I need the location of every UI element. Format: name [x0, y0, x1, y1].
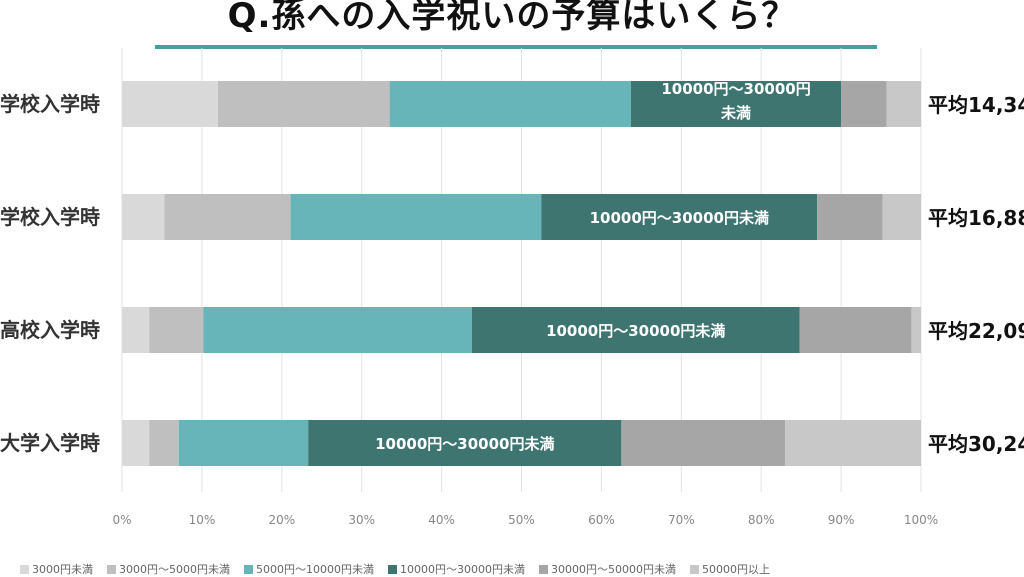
- bar-segment: [541, 194, 818, 240]
- bar-segment: [122, 81, 218, 127]
- legend-item: 10000円～30000円未満: [388, 561, 525, 577]
- category-label: 大学入学時: [0, 431, 100, 455]
- category-label: 学校入学時: [0, 205, 100, 229]
- average-label: 平均22,09: [928, 319, 1024, 343]
- bar-segment: [389, 81, 631, 127]
- x-tick-label: 10%: [189, 513, 216, 527]
- bar-segment: [817, 194, 883, 240]
- bar-segment: [149, 307, 204, 353]
- bar-segment: [164, 194, 291, 240]
- legend-label: 30000円～50000円未満: [551, 563, 676, 576]
- x-tick-label: 80%: [748, 513, 775, 527]
- bar-segment: [178, 420, 309, 466]
- bar-segment: [203, 307, 472, 353]
- x-tick-label: 90%: [828, 513, 855, 527]
- bar-segment: [149, 420, 179, 466]
- x-tick-label: 100%: [904, 513, 938, 527]
- category-label: 学校入学時: [0, 92, 100, 116]
- bar-segment: [886, 81, 921, 127]
- legend-swatch: [20, 564, 29, 574]
- legend-swatch: [244, 564, 253, 574]
- x-tick-label: 50%: [508, 513, 535, 527]
- chart-title: Q.孫への入学祝いの予算はいくら？: [227, 0, 797, 36]
- bar-segment: [911, 307, 921, 353]
- legend-label: 3000円未満: [32, 563, 93, 576]
- bar-segment: [841, 81, 887, 127]
- segment-data-label: 10000円～30000円未満: [546, 322, 725, 340]
- legend-label: 10000円～30000円未満: [400, 563, 525, 576]
- bar-segment: [122, 194, 165, 240]
- bar-segment: [308, 420, 622, 466]
- bar-segment: [290, 194, 542, 240]
- legend-swatch: [690, 564, 699, 574]
- average-label: 平均16,88: [928, 206, 1024, 230]
- legend-item: 3000円未満: [20, 561, 93, 577]
- x-tick-label: 30%: [348, 513, 375, 527]
- segment-data-label: 10000円～30000円未満: [375, 435, 554, 453]
- x-tick-label: 40%: [428, 513, 455, 527]
- segment-data-label: 10000円～30000円未満: [590, 209, 769, 227]
- bar-segment: [122, 307, 150, 353]
- segment-data-label: 未満: [720, 104, 751, 122]
- bar-segment: [621, 420, 786, 466]
- legend-item: 30000円～50000円未満: [539, 561, 676, 577]
- bar-segment: [630, 81, 842, 127]
- legend-item: 3000円～5000円未満: [107, 561, 230, 577]
- bar-segment: [122, 420, 150, 466]
- bar-segment: [471, 307, 800, 353]
- average-label: 平均14,34: [928, 93, 1024, 117]
- legend-swatch: [539, 564, 548, 574]
- category-label: 高校入学時: [0, 318, 100, 342]
- x-tick-label: 20%: [268, 513, 295, 527]
- legend-item: 50000円以上: [690, 561, 770, 577]
- x-tick-label: 0%: [112, 513, 131, 527]
- legend-label: 3000円～5000円未満: [119, 563, 230, 576]
- legend-swatch: [107, 564, 116, 574]
- legend-label: 50000円以上: [702, 563, 770, 576]
- bar-segment: [785, 420, 921, 466]
- bar-segment: [882, 194, 921, 240]
- x-tick-label: 60%: [588, 513, 615, 527]
- legend-label: 5000円～10000円未満: [256, 563, 374, 576]
- x-tick-label: 70%: [668, 513, 695, 527]
- legend-swatch: [388, 564, 397, 574]
- chart-legend: 3000円未満 3000円～5000円未満 5000円～10000円未満 10000円…: [20, 562, 770, 576]
- segment-data-label: 10000円～30000円: [661, 80, 810, 98]
- bar-segment: [217, 81, 390, 127]
- bar-segment: [799, 307, 912, 353]
- legend-item: 5000円～10000円未満: [244, 561, 374, 577]
- title-underline: [155, 45, 877, 49]
- average-label: 平均30,24: [928, 432, 1024, 456]
